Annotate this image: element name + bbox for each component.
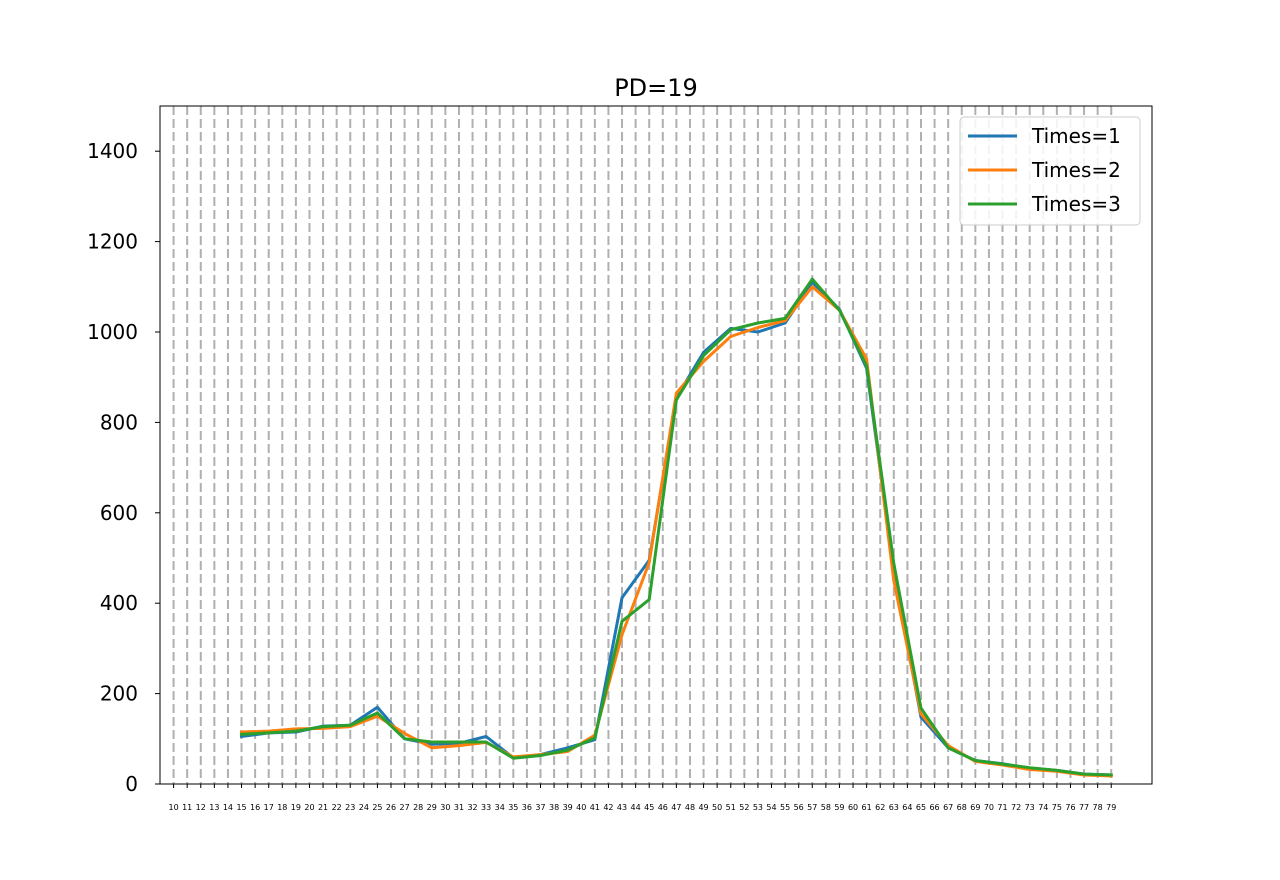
x-tick-label: 53 xyxy=(753,803,763,812)
x-axis: 10 11 12 13 14 15 16 17 18 19 20 21 22 23 24 25 26 27 28 29… xyxy=(168,784,1116,812)
y-tick-label: 600 xyxy=(100,501,138,525)
x-tick-label: 23 xyxy=(345,803,355,812)
x-tick-label: 17 xyxy=(264,803,274,812)
x-tick-label: 76 xyxy=(1065,803,1075,812)
y-tick-label: 1200 xyxy=(87,230,138,254)
x-tick-label: 29 xyxy=(427,803,437,812)
x-tick-label: 16 xyxy=(250,803,260,812)
y-tick-label: 1400 xyxy=(87,139,138,163)
x-tick-label: 62 xyxy=(875,803,885,812)
x-tick-label: 43 xyxy=(617,803,627,812)
x-tick-label: 35 xyxy=(508,803,518,812)
x-tick-label: 58 xyxy=(821,803,831,812)
series-lines xyxy=(239,277,1113,778)
x-tick-label: 38 xyxy=(549,803,559,812)
legend-box xyxy=(959,116,1141,226)
x-tick-label: 20 xyxy=(304,803,314,812)
x-tick-label: 56 xyxy=(794,803,804,812)
x-tick-label: 11 xyxy=(182,803,192,812)
x-tick-label: 57 xyxy=(807,803,817,812)
x-tick-label: 54 xyxy=(766,803,776,812)
series-line-3 xyxy=(239,277,1113,777)
x-tick-label: 22 xyxy=(332,803,342,812)
x-tick-label: 75 xyxy=(1052,803,1062,812)
x-tick-label: 79 xyxy=(1106,803,1116,812)
x-tick-label: 77 xyxy=(1079,803,1089,812)
x-tick-label: 25 xyxy=(372,803,382,812)
x-tick-label: 34 xyxy=(495,803,505,812)
legend: Times=1 Times=2 Times=3 xyxy=(959,116,1141,226)
x-tick-label: 40 xyxy=(576,803,586,812)
x-tick-label: 73 xyxy=(1025,803,1035,812)
x-tick-label: 13 xyxy=(209,803,219,812)
legend-label: Times=3 xyxy=(1031,192,1121,216)
x-tick-label: 60 xyxy=(848,803,858,812)
x-tick-label: 44 xyxy=(631,803,641,812)
x-tick-label: 33 xyxy=(481,803,491,812)
x-tick-label: 51 xyxy=(726,803,736,812)
y-tick-label: 200 xyxy=(100,682,138,706)
x-tick-label: 27 xyxy=(400,803,410,812)
x-tick-label: 26 xyxy=(386,803,396,812)
x-tick-label: 37 xyxy=(535,803,545,812)
y-axis: 0 200 400 600 800 1000 1200 1400 xyxy=(87,139,160,796)
y-tick-label: 400 xyxy=(100,591,138,615)
x-tick-label: 50 xyxy=(712,803,722,812)
y-tick-label: 1000 xyxy=(87,320,138,344)
x-tick-label: 45 xyxy=(644,803,654,812)
x-tick-label: 42 xyxy=(603,803,613,812)
x-tick-label: 46 xyxy=(658,803,668,812)
x-tick-label: 18 xyxy=(277,803,287,812)
x-tick-label: 47 xyxy=(671,803,681,812)
x-tick-label: 68 xyxy=(957,803,967,812)
x-tick-label: 71 xyxy=(997,803,1007,812)
chart-title: PD=19 xyxy=(614,74,698,102)
legend-label: Times=1 xyxy=(1031,124,1121,148)
x-tick-label: 52 xyxy=(739,803,749,812)
x-tick-label: 31 xyxy=(454,803,464,812)
x-tick-label: 61 xyxy=(862,803,872,812)
x-tick-label: 21 xyxy=(318,803,328,812)
x-tick-label: 36 xyxy=(522,803,532,812)
x-tick-label: 66 xyxy=(929,803,939,812)
x-tick-label: 59 xyxy=(834,803,844,812)
x-tick-label: 49 xyxy=(698,803,708,812)
x-tick-label: 72 xyxy=(1011,803,1021,812)
x-tick-label: 67 xyxy=(943,803,953,812)
x-tick-label: 14 xyxy=(223,803,233,812)
x-tick-label: 39 xyxy=(563,803,573,812)
x-tick-label: 48 xyxy=(685,803,695,812)
plot-frame xyxy=(159,105,1153,785)
x-tick-label: 78 xyxy=(1093,803,1103,812)
x-tick-label: 24 xyxy=(359,803,369,812)
x-tick-label: 63 xyxy=(889,803,899,812)
x-tick-label: 65 xyxy=(916,803,926,812)
x-tick-label: 12 xyxy=(196,803,206,812)
x-tick-label: 64 xyxy=(902,803,912,812)
y-tick-label: 800 xyxy=(100,410,138,434)
x-tick-label: 55 xyxy=(780,803,790,812)
x-tick-label: 70 xyxy=(984,803,994,812)
x-tick-label: 28 xyxy=(413,803,423,812)
x-tick-label: 32 xyxy=(467,803,477,812)
y-tick-label: 0 xyxy=(125,772,138,796)
x-tick-label: 15 xyxy=(236,803,246,812)
legend-label: Times=2 xyxy=(1031,158,1121,182)
x-tick-label: 10 xyxy=(168,803,178,812)
x-tick-label: 19 xyxy=(291,803,301,812)
x-tick-label: 30 xyxy=(440,803,450,812)
x-tick-label: 41 xyxy=(590,803,600,812)
x-tick-label: 74 xyxy=(1038,803,1048,812)
x-tick-label: 69 xyxy=(970,803,980,812)
